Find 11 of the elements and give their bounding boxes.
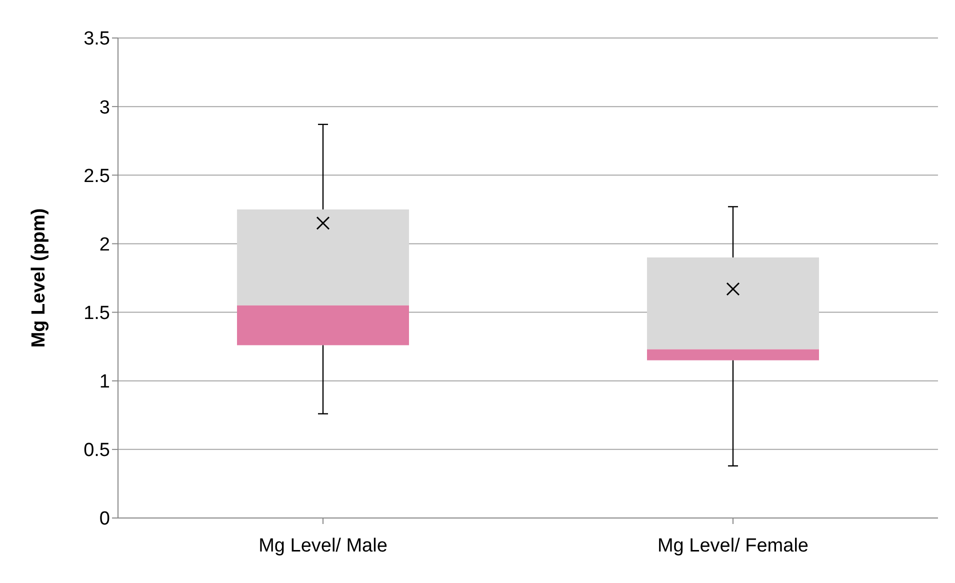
x-tick-label: Mg Level/ Male xyxy=(258,535,388,556)
y-tick-label: 2.5 xyxy=(84,166,110,187)
y-tick-label: 3.5 xyxy=(84,28,110,50)
y-tick-label: 0 xyxy=(99,508,110,530)
y-tick-label: 3 xyxy=(99,97,110,118)
x-tick-label: Mg Level/ Female xyxy=(657,535,809,556)
y-tick-label: 1 xyxy=(99,372,110,393)
y-axis-title: Mg Level (ppm) xyxy=(28,208,50,348)
y-tick-label: 0.5 xyxy=(84,440,110,462)
y-tick-label: 1.5 xyxy=(84,303,110,324)
y-tick-label: 2 xyxy=(99,234,110,256)
